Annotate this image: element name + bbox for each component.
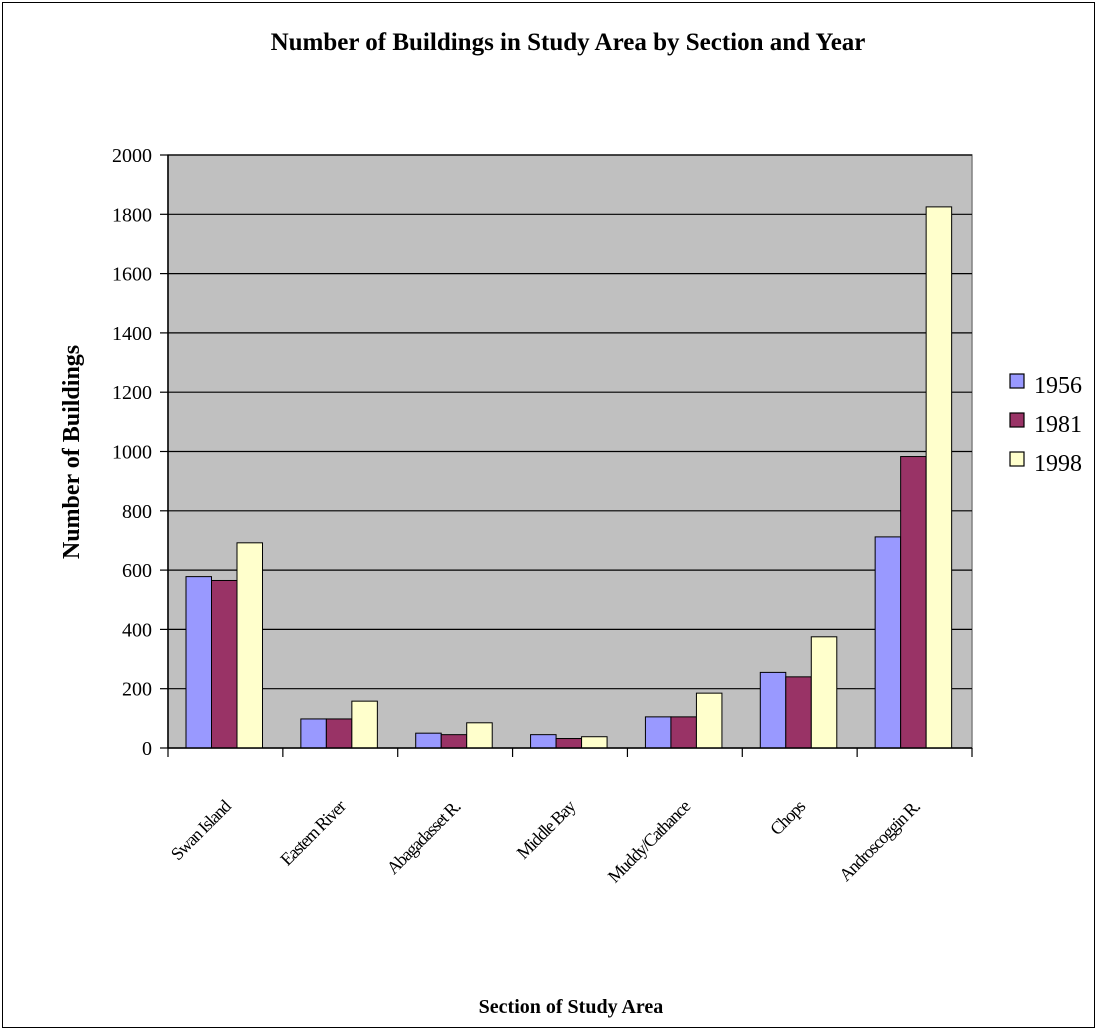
bar-1956 — [874, 536, 902, 749]
bar-1981 — [785, 676, 812, 749]
bar-1998 — [581, 736, 608, 749]
y-tick-labels: 0 200 400 600 800 1000 1200 1400 1600 1800 2000 — [112, 145, 152, 760]
bar-1998 — [236, 542, 263, 749]
y-tick-label: 400 — [122, 619, 152, 641]
y-tick-label: 1400 — [112, 323, 152, 345]
y-axis-title: Number of Buildings — [59, 345, 85, 559]
bar-1981 — [900, 456, 927, 749]
x-category-label: Swan Island — [167, 796, 235, 864]
x-category-label: Muddy/Cathance — [604, 796, 695, 887]
x-category-label: Chops — [766, 796, 809, 839]
y-tick-label: 2000 — [112, 145, 152, 167]
x-axis-title: Section of Study Area — [479, 996, 664, 1018]
legend-swatch-1998 — [1009, 451, 1025, 467]
legend-label: 1981 — [1034, 412, 1082, 438]
legend-swatch-1956 — [1009, 373, 1025, 389]
bar-1981 — [440, 734, 468, 749]
bar-1998 — [925, 206, 953, 749]
bar-1956 — [185, 576, 212, 749]
bar-1956 — [415, 732, 442, 749]
bar-1956 — [759, 671, 787, 749]
x-category-labels: Swan Island Eastern River Abagadasset R. Mi… — [167, 796, 924, 887]
bar-1981 — [211, 579, 238, 749]
bar-1956 — [530, 734, 557, 749]
legend-swatch-1981 — [1009, 412, 1025, 428]
y-tick-label: 1600 — [112, 264, 152, 286]
bar-1998 — [351, 700, 378, 749]
legend-label: 1956 — [1034, 373, 1082, 399]
y-tick-label: 0 — [142, 738, 152, 760]
y-tick-label: 200 — [122, 679, 152, 701]
bar-1998 — [695, 692, 723, 749]
x-category-label: Eastern River — [276, 796, 350, 870]
y-tick-label: 1200 — [112, 382, 152, 404]
bar-1981 — [555, 738, 583, 749]
bar-1981 — [670, 716, 697, 749]
bar-1998 — [466, 722, 493, 749]
x-category-label: Androscoggin R. — [835, 796, 924, 885]
x-category-label: Middle Bay — [513, 796, 580, 863]
y-tick-label: 1800 — [112, 204, 152, 226]
legend-label: 1998 — [1034, 451, 1082, 477]
x-category-label: Abagadasset R. — [383, 796, 465, 878]
y-tick-label: 600 — [122, 560, 152, 582]
legend: 1956 1981 1998 — [1009, 373, 1082, 477]
axes — [160, 154, 973, 757]
bar-1981 — [325, 718, 353, 749]
bar-1998 — [810, 636, 838, 749]
chart-title: Number of Buildings in Study Area by Sec… — [271, 29, 866, 56]
gridlines — [168, 154, 972, 690]
bar-1956 — [644, 716, 672, 749]
bar-1956 — [300, 718, 327, 749]
y-tick-label: 800 — [122, 501, 152, 523]
y-tick-label: 1000 — [112, 442, 152, 464]
